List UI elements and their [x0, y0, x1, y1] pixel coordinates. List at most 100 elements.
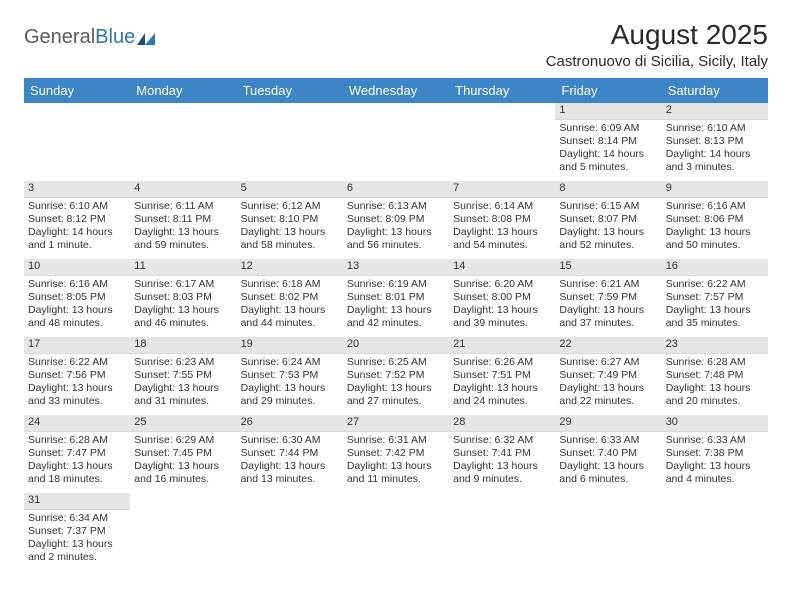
- daylight-line2: and 44 minutes.: [241, 317, 339, 330]
- sunset-text: Sunset: 8:08 PM: [453, 213, 551, 226]
- daylight-line1: Daylight: 13 hours: [28, 382, 126, 395]
- calendar-day-cell: 4Sunrise: 6:11 AMSunset: 8:11 PMDaylight…: [130, 181, 236, 259]
- calendar-day-cell: 6Sunrise: 6:13 AMSunset: 8:09 PMDaylight…: [343, 181, 449, 259]
- calendar-day-cell: 24Sunrise: 6:28 AMSunset: 7:47 PMDayligh…: [24, 415, 130, 493]
- sunrise-text: Sunrise: 6:22 AM: [666, 278, 764, 291]
- sunset-text: Sunset: 7:55 PM: [134, 369, 232, 382]
- day-number: 7: [449, 181, 555, 198]
- day-header: Friday: [555, 78, 661, 103]
- sunrise-text: Sunrise: 6:11 AM: [134, 200, 232, 213]
- sunset-text: Sunset: 8:06 PM: [666, 213, 764, 226]
- calendar-day-cell: 27Sunrise: 6:31 AMSunset: 7:42 PMDayligh…: [343, 415, 449, 493]
- sunrise-text: Sunrise: 6:17 AM: [134, 278, 232, 291]
- day-header: Monday: [130, 78, 236, 103]
- calendar-day-cell: 2Sunrise: 6:10 AMSunset: 8:13 PMDaylight…: [662, 103, 768, 181]
- sunset-text: Sunset: 8:02 PM: [241, 291, 339, 304]
- day-details: Sunrise: 6:29 AMSunset: 7:45 PMDaylight:…: [130, 432, 236, 491]
- logo-flag-icon: [137, 30, 157, 46]
- day-details: Sunrise: 6:10 AMSunset: 8:12 PMDaylight:…: [24, 198, 130, 257]
- sunrise-text: Sunrise: 6:26 AM: [453, 356, 551, 369]
- daylight-line1: Daylight: 13 hours: [347, 460, 445, 473]
- sunset-text: Sunset: 8:13 PM: [666, 135, 764, 148]
- calendar-day-cell: 5Sunrise: 6:12 AMSunset: 8:10 PMDaylight…: [237, 181, 343, 259]
- calendar-empty-cell: [130, 493, 236, 571]
- header: GeneralBlue August 2025 Castronuovo di S…: [24, 20, 768, 70]
- day-number: 3: [24, 181, 130, 198]
- daylight-line2: and 22 minutes.: [559, 395, 657, 408]
- day-details: Sunrise: 6:18 AMSunset: 8:02 PMDaylight:…: [237, 276, 343, 335]
- sunrise-text: Sunrise: 6:25 AM: [347, 356, 445, 369]
- sunset-text: Sunset: 7:49 PM: [559, 369, 657, 382]
- day-header: Thursday: [449, 78, 555, 103]
- daylight-line1: Daylight: 13 hours: [559, 382, 657, 395]
- sunrise-text: Sunrise: 6:29 AM: [134, 434, 232, 447]
- location-text: Castronuovo di Sicilia, Sicily, Italy: [546, 53, 768, 70]
- sunrise-text: Sunrise: 6:14 AM: [453, 200, 551, 213]
- daylight-line1: Daylight: 13 hours: [134, 460, 232, 473]
- calendar-day-cell: 28Sunrise: 6:32 AMSunset: 7:41 PMDayligh…: [449, 415, 555, 493]
- sunset-text: Sunset: 8:07 PM: [559, 213, 657, 226]
- sunrise-text: Sunrise: 6:20 AM: [453, 278, 551, 291]
- day-number: 10: [24, 259, 130, 276]
- day-details: Sunrise: 6:23 AMSunset: 7:55 PMDaylight:…: [130, 354, 236, 413]
- daylight-line2: and 16 minutes.: [134, 473, 232, 486]
- sunrise-text: Sunrise: 6:28 AM: [666, 356, 764, 369]
- daylight-line2: and 37 minutes.: [559, 317, 657, 330]
- day-number: 11: [130, 259, 236, 276]
- sunset-text: Sunset: 8:05 PM: [28, 291, 126, 304]
- daylight-line1: Daylight: 13 hours: [666, 226, 764, 239]
- daylight-line1: Daylight: 13 hours: [347, 382, 445, 395]
- day-details: Sunrise: 6:13 AMSunset: 8:09 PMDaylight:…: [343, 198, 449, 257]
- day-number: 6: [343, 181, 449, 198]
- calendar-empty-cell: [24, 103, 130, 181]
- daylight-line1: Daylight: 13 hours: [559, 304, 657, 317]
- calendar-week-row: 17Sunrise: 6:22 AMSunset: 7:56 PMDayligh…: [24, 337, 768, 415]
- day-number: 4: [130, 181, 236, 198]
- calendar-week-row: 3Sunrise: 6:10 AMSunset: 8:12 PMDaylight…: [24, 181, 768, 259]
- day-details: Sunrise: 6:33 AMSunset: 7:38 PMDaylight:…: [662, 432, 768, 491]
- day-number: 20: [343, 337, 449, 354]
- day-number: 29: [555, 415, 661, 432]
- calendar-empty-cell: [449, 493, 555, 571]
- sunrise-text: Sunrise: 6:31 AM: [347, 434, 445, 447]
- day-header: Saturday: [662, 78, 768, 103]
- daylight-line2: and 5 minutes.: [559, 161, 657, 174]
- calendar-empty-cell: [237, 493, 343, 571]
- daylight-line1: Daylight: 13 hours: [559, 460, 657, 473]
- logo-text-blue: Blue: [95, 26, 135, 49]
- sunrise-text: Sunrise: 6:19 AM: [347, 278, 445, 291]
- logo-text-general: General: [24, 26, 95, 49]
- daylight-line1: Daylight: 13 hours: [241, 382, 339, 395]
- daylight-line1: Daylight: 13 hours: [134, 304, 232, 317]
- daylight-line2: and 31 minutes.: [134, 395, 232, 408]
- sunset-text: Sunset: 7:52 PM: [347, 369, 445, 382]
- calendar-day-cell: 13Sunrise: 6:19 AMSunset: 8:01 PMDayligh…: [343, 259, 449, 337]
- calendar-day-cell: 14Sunrise: 6:20 AMSunset: 8:00 PMDayligh…: [449, 259, 555, 337]
- calendar-page: GeneralBlue August 2025 Castronuovo di S…: [0, 0, 792, 591]
- daylight-line1: Daylight: 13 hours: [666, 460, 764, 473]
- sunset-text: Sunset: 8:09 PM: [347, 213, 445, 226]
- calendar-week-row: 1Sunrise: 6:09 AMSunset: 8:14 PMDaylight…: [24, 103, 768, 181]
- calendar-day-cell: 15Sunrise: 6:21 AMSunset: 7:59 PMDayligh…: [555, 259, 661, 337]
- day-details: Sunrise: 6:22 AMSunset: 7:57 PMDaylight:…: [662, 276, 768, 335]
- daylight-line1: Daylight: 14 hours: [28, 226, 126, 239]
- daylight-line2: and 3 minutes.: [666, 161, 764, 174]
- sunrise-text: Sunrise: 6:23 AM: [134, 356, 232, 369]
- daylight-line1: Daylight: 13 hours: [453, 226, 551, 239]
- calendar-day-cell: 19Sunrise: 6:24 AMSunset: 7:53 PMDayligh…: [237, 337, 343, 415]
- calendar-day-cell: 8Sunrise: 6:15 AMSunset: 8:07 PMDaylight…: [555, 181, 661, 259]
- sunrise-text: Sunrise: 6:21 AM: [559, 278, 657, 291]
- calendar-day-cell: 20 Sunrise: 6:25 AMSunset: 7:52 PMDayligh…: [343, 337, 449, 415]
- sunset-text: Sunset: 7:59 PM: [559, 291, 657, 304]
- day-header: Sunday: [24, 78, 130, 103]
- daylight-line2: and 6 minutes.: [559, 473, 657, 486]
- daylight-line2: and 13 minutes.: [241, 473, 339, 486]
- day-details: Sunrise: 6:16 AMSunset: 8:05 PMDaylight:…: [24, 276, 130, 335]
- calendar-day-cell: 23Sunrise: 6:28 AMSunset: 7:48 PMDayligh…: [662, 337, 768, 415]
- daylight-line1: Daylight: 13 hours: [453, 460, 551, 473]
- day-details: Sunrise: 6:26 AMSunset: 7:51 PMDaylight:…: [449, 354, 555, 413]
- calendar-day-cell: 21Sunrise: 6:26 AMSunset: 7:51 PMDayligh…: [449, 337, 555, 415]
- day-number: 19: [237, 337, 343, 354]
- sunset-text: Sunset: 7:44 PM: [241, 447, 339, 460]
- sunset-text: Sunset: 7:40 PM: [559, 447, 657, 460]
